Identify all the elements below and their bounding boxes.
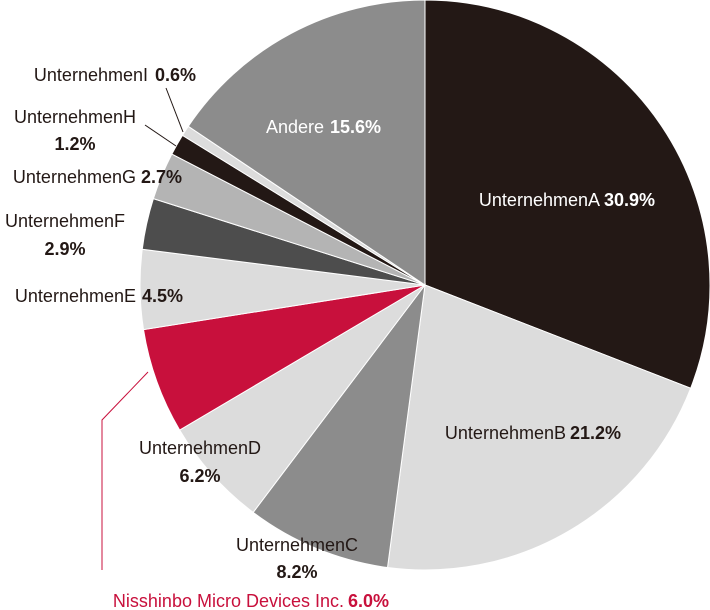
pie	[139, 0, 710, 571]
value-label: 8.2%	[276, 562, 317, 582]
value-label: 15.6%	[330, 117, 381, 137]
value-label: 30.9%	[604, 190, 655, 210]
leader-line	[144, 124, 177, 147]
slice-label: UnternehmenE	[15, 286, 136, 306]
leader-line	[101, 371, 149, 570]
value-label: 4.5%	[142, 286, 183, 306]
value-label: 6.0%	[348, 591, 389, 610]
slice-label: UnternehmenG	[13, 167, 136, 187]
value-label: 2.9%	[44, 239, 85, 259]
slice-label: UnternehmenF	[5, 211, 125, 231]
slice-label: Andere	[266, 117, 324, 137]
pie-slice	[424, 0, 710, 389]
slice-label: UnternehmenI	[34, 65, 148, 85]
value-label: 21.2%	[570, 423, 621, 443]
labels: UnternehmenA 30.9% UnternehmenB 21.2% Untern…	[5, 65, 655, 610]
slice-label: UnternehmenH	[14, 107, 136, 127]
pie-slice	[187, 0, 426, 286]
pie-slice	[252, 283, 426, 569]
slice-label: UnternehmenD	[139, 438, 261, 458]
slice-label: UnternehmenB	[445, 423, 566, 443]
pie-slice	[386, 284, 692, 571]
slice-label: UnternehmenC	[236, 535, 358, 555]
value-label: 1.2%	[54, 134, 95, 154]
value-label: 0.6%	[155, 65, 196, 85]
slice-label: UnternehmenA	[479, 190, 600, 210]
value-label: 2.7%	[141, 167, 182, 187]
slice-label: Nisshinbo Micro Devices Inc.	[113, 591, 344, 610]
leader-line	[165, 87, 184, 133]
value-label: 6.2%	[179, 466, 220, 486]
